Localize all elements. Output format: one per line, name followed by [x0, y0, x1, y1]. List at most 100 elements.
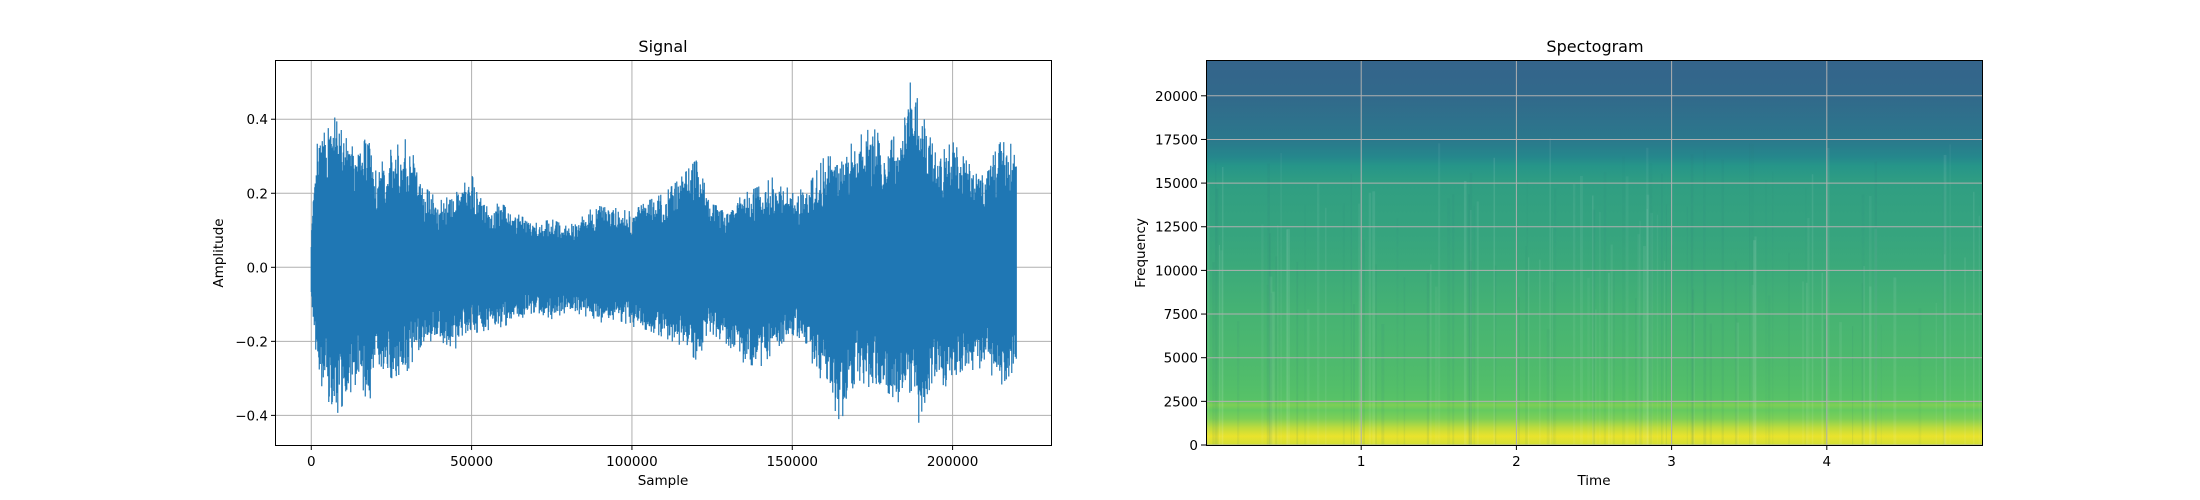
spectrogram-streak: [1935, 303, 1937, 445]
spectrogram-streak: [1473, 205, 1475, 445]
spectrogram-streak: [1805, 187, 1807, 445]
spectrogram-streak: [1811, 174, 1814, 445]
signal-x-ticks: 0 50000 100000 150000 200000: [307, 445, 978, 470]
spectrogram-streak: [1869, 286, 1872, 445]
spectrogram-streak: [1539, 259, 1541, 445]
spectrogram-streak: [1805, 282, 1808, 445]
spectrogram-y-tick-label: 7500: [1164, 307, 1198, 323]
spectrogram-x-tick-label: 1: [1357, 454, 1366, 470]
spectrogram-streak: [1646, 208, 1648, 445]
signal-title: Signal: [638, 37, 687, 56]
spectrogram-streak: [1646, 147, 1649, 446]
spectrogram-streak: [1447, 198, 1451, 445]
spectrogram-streak: [1476, 201, 1479, 445]
spectrogram-streak: [1861, 283, 1863, 445]
spectrogram-streak: [1551, 282, 1555, 445]
spectrogram-y-tick-label: 17500: [1155, 132, 1198, 148]
spectrogram-streak: [1592, 209, 1596, 445]
spectrogram-streak: [1277, 225, 1279, 445]
spectrogram-streak: [1772, 171, 1774, 445]
spectrogram-streak: [1287, 228, 1290, 445]
spectrogram-grid: [1206, 60, 1982, 446]
spectrogram-streak: [1270, 293, 1273, 445]
spectrogram-streak: [1622, 156, 1625, 445]
spectrogram-y-tick-label: 5000: [1164, 351, 1198, 367]
spectrogram-streak: [1754, 236, 1757, 445]
spectrogram-x-label: Time: [1576, 473, 1610, 489]
spectrogram-streak: [1861, 194, 1865, 445]
spectrogram-y-tick-label: 2500: [1164, 394, 1198, 410]
spectrogram-streak: [1325, 207, 1327, 445]
spectrogram-streak: [1468, 194, 1470, 445]
signal-x-label: Sample: [638, 473, 689, 489]
spectrogram-streak: [1918, 308, 1922, 445]
spectrogram-streak: [1269, 233, 1271, 445]
spectrogram-streak: [1973, 191, 1975, 445]
spectrogram-streak: [1978, 215, 1980, 445]
spectrogram-x-ticks: 1 2 3 4: [1357, 445, 1831, 470]
spectrogram-streak: [1703, 150, 1706, 445]
spectrogram-streak: [1943, 154, 1947, 445]
spectrogram-streak: [1438, 143, 1441, 446]
spectrogram-streak: [1518, 297, 1520, 445]
spectrogram-streak: [1493, 157, 1495, 446]
spectrogram-streak: [1362, 239, 1365, 445]
spectrogram-streak: [1625, 176, 1629, 446]
spectrogram-plot-frame: [1206, 60, 1983, 446]
spectrogram-streak: [1403, 277, 1406, 445]
signal-line: [310, 82, 1017, 423]
signal-y-tick-label: −0.2: [235, 334, 268, 350]
spectrogram-streak: [1788, 252, 1790, 445]
spectrogram-streak: [1863, 266, 1865, 445]
spectrogram-x-tick-label: 2: [1512, 454, 1521, 470]
spectrogram-streak: [1275, 256, 1278, 445]
spectrogram-streak: [1608, 272, 1610, 445]
spectrogram-streak: [1592, 195, 1594, 445]
signal-plot-frame: [275, 60, 1052, 446]
spectrogram-y-tick-label: 15000: [1155, 176, 1198, 192]
spectrogram-chart: Spectogram 1 2 3 4 0 2500 5000 7500 10000 12500 1…: [1133, 37, 1985, 489]
spectrogram-streak: [1304, 204, 1306, 445]
spectrogram-streak: [1807, 217, 1810, 445]
spectrogram-streak: [1874, 161, 1877, 445]
spectrogram-streak: [1269, 276, 1273, 445]
spectrogram-streak: [1580, 176, 1583, 445]
signal-x-tick-label: 200000: [927, 454, 979, 470]
spectrogram-streak: [1212, 262, 1215, 445]
spectrogram-streak: [1452, 194, 1455, 445]
signal-y-ticks: −0.4 −0.2 0.0 0.2 0.4: [235, 112, 276, 424]
signal-y-tick-label: 0.4: [247, 112, 268, 128]
spectrogram-streak: [1690, 154, 1694, 445]
spectrogram-streak: [1721, 159, 1724, 445]
spectrogram-streak: [1643, 246, 1646, 445]
spectrogram-streak: [1949, 144, 1951, 445]
spectrogram-streak: [1735, 318, 1738, 445]
spectrogram-streak: [1222, 167, 1224, 445]
spectrogram-streak: [1868, 196, 1872, 445]
spectrogram-x-tick-label: 4: [1823, 454, 1832, 470]
spectrogram-streak: [1218, 245, 1220, 445]
spectrogram-streak: [1942, 181, 1946, 446]
spectrogram-streak: [1874, 228, 1878, 445]
spectrogram-streak: [1981, 180, 1985, 446]
spectrogram-y-tick-label: 20000: [1155, 89, 1198, 105]
spectrogram-streak: [1587, 277, 1590, 445]
spectrogram-streak: [1469, 172, 1473, 445]
spectrogram-streak: [1469, 210, 1472, 445]
spectrogram-streak: [1215, 162, 1217, 445]
spectrogram-streak: [1612, 272, 1615, 445]
spectrogram-streak: [1368, 192, 1372, 445]
signal-x-tick-label: 50000: [450, 454, 493, 470]
spectrogram-x-tick-label: 3: [1667, 454, 1676, 470]
spectrogram-y-tick-label: 10000: [1155, 263, 1198, 279]
spectrogram-streak: [1549, 138, 1551, 445]
spectrogram-streak: [1709, 323, 1712, 445]
spectrogram-streak: [1267, 163, 1270, 445]
spectrogram-streak: [1494, 265, 1497, 445]
spectrogram-streak: [1893, 277, 1897, 445]
spectrogram-streak: [1821, 272, 1824, 445]
spectrogram-streak: [1704, 273, 1707, 445]
spectrogram-streak: [1852, 326, 1854, 445]
spectrogram-streak: [1635, 298, 1637, 445]
